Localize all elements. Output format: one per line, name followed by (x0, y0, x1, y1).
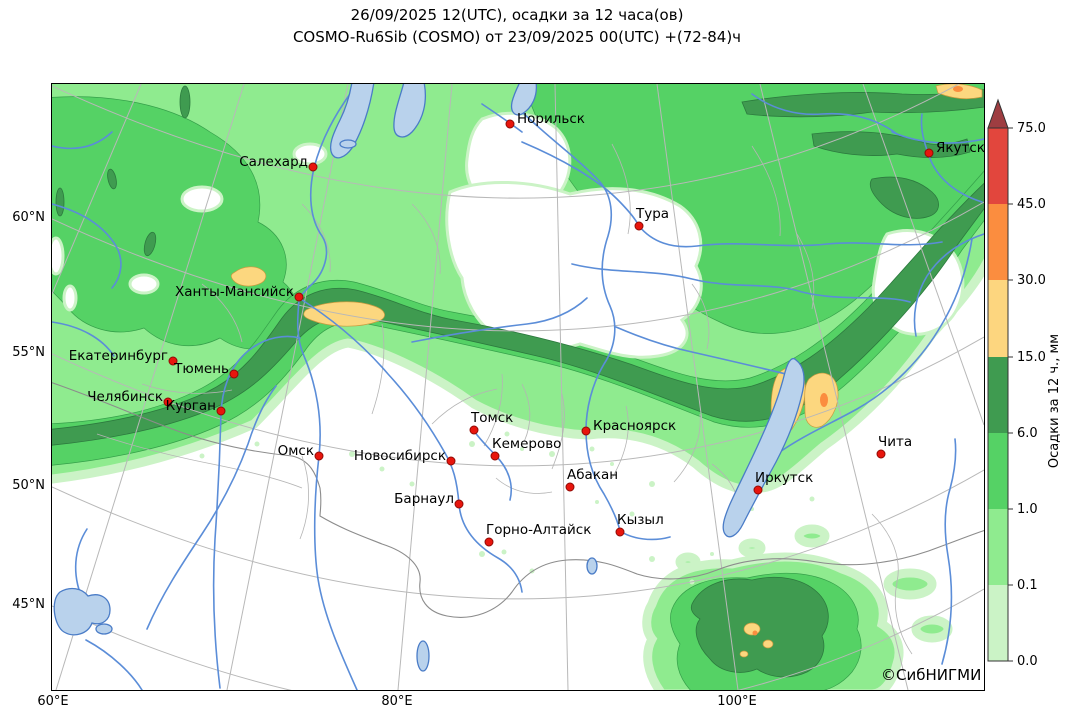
colorbar: 75.0 45.0 30.0 15.0 6.0 1.0 0.1 0.0 Осад… (987, 98, 1062, 669)
city-label: Иркутск (755, 469, 814, 486)
colorbar-segment (988, 433, 1008, 509)
city-label: Норильск (517, 111, 585, 127)
colorbar-tick-15: 15.0 (1017, 350, 1046, 365)
copyright-note: ©СибНИГМИ (881, 666, 982, 684)
y-tick-55n: 55°N (12, 345, 45, 360)
city-marker-icon (505, 119, 515, 129)
x-tick-60e: 60°E (37, 694, 69, 709)
colorbar-tick-00: 0.0 (1017, 654, 1038, 669)
city-marker-icon (924, 148, 934, 158)
colorbar-segment (988, 509, 1008, 585)
y-tick-50n: 50°N (12, 478, 45, 493)
city-label: Ханты-Мансийск (174, 284, 294, 300)
colorbar-tick-75: 75.0 (1017, 121, 1046, 136)
colorbar-tick-marks (1008, 127, 1013, 662)
city-marker-icon (490, 451, 500, 461)
title-line-1: 26/09/2025 12(UTC), осадки за 12 часа(ов… (350, 6, 684, 24)
city-marker-icon (876, 449, 886, 459)
y-tick-45n: 45°N (12, 597, 45, 612)
city-marker-icon (634, 221, 644, 231)
city-label: Красноярск (593, 418, 677, 434)
city-label: Абакан (567, 466, 619, 483)
city-marker-icon (581, 426, 591, 436)
colorbar-tick-1: 1.0 (1017, 502, 1038, 517)
map-canvas: Норильск Якутск Салехард Тура Ханты-Манс… (51, 83, 985, 691)
city-marker-icon (163, 397, 173, 407)
city-marker-icon (469, 425, 479, 435)
colorbar-tick-45: 45.0 (1017, 197, 1046, 212)
rivers (52, 93, 984, 690)
city-marker-icon (565, 482, 575, 492)
graticule (52, 84, 984, 690)
lakes (53, 84, 805, 672)
city-label: Чита (878, 433, 913, 450)
city-marker-icon (294, 292, 304, 302)
city-label: Якутск (936, 140, 985, 156)
city-marker-icon (229, 369, 239, 379)
city-marker-icon (216, 406, 226, 416)
city-label: Омск (277, 443, 314, 459)
colorbar-segment (988, 585, 1008, 661)
precip-speckles (90, 431, 815, 585)
colorbar-tick-30: 30.0 (1017, 273, 1046, 288)
x-tick-80e: 80°E (381, 694, 413, 709)
lake-baikal (722, 358, 805, 538)
colorbar-axis-label: Осадки за 12 ч., мм (1047, 334, 1062, 468)
colorbar-overflow-arrow (987, 98, 1009, 129)
city-label: Челябинск (87, 389, 163, 405)
city-marker-icon (615, 527, 625, 537)
colorbar-tick-01: 0.1 (1017, 578, 1038, 593)
colorbar-segment (988, 204, 1008, 280)
city-marker-icon (168, 356, 178, 366)
title-line-2: COSMO-Ru6Sib (COSMO) от 23/09/2025 00(UT… (292, 28, 742, 46)
colorbar-segment (988, 128, 1008, 204)
city-marker-icon (446, 456, 456, 466)
city-label: Екатеринбург (68, 348, 168, 364)
colorbar-segment (988, 280, 1008, 357)
city-marker-icon (753, 485, 763, 495)
colorbar-segment (988, 357, 1008, 433)
city-label: Барнаул (394, 491, 454, 507)
city-label: Салехард (239, 154, 308, 170)
city-label: Томск (471, 409, 514, 426)
city-label: Курган (165, 398, 216, 414)
colorbar-tick-6: 6.0 (1017, 426, 1038, 441)
city-marker-icon (314, 451, 324, 461)
city-label: Горно-Алтайск (486, 521, 592, 538)
city-label: Кызыл (617, 511, 664, 528)
city-label: Тура (636, 205, 670, 222)
city-label: Кемерово (492, 435, 562, 452)
x-tick-100e: 100°E (717, 694, 757, 709)
city-marker-icon (308, 162, 318, 172)
precipitation-map (52, 84, 984, 690)
city-marker-icon (484, 537, 494, 547)
city-label: Новосибирск (353, 448, 446, 464)
colorbar-frame (987, 127, 1009, 662)
city-marker-icon (454, 499, 464, 509)
city-label: Тюмень (174, 361, 229, 377)
y-tick-60n: 60°N (12, 210, 45, 225)
